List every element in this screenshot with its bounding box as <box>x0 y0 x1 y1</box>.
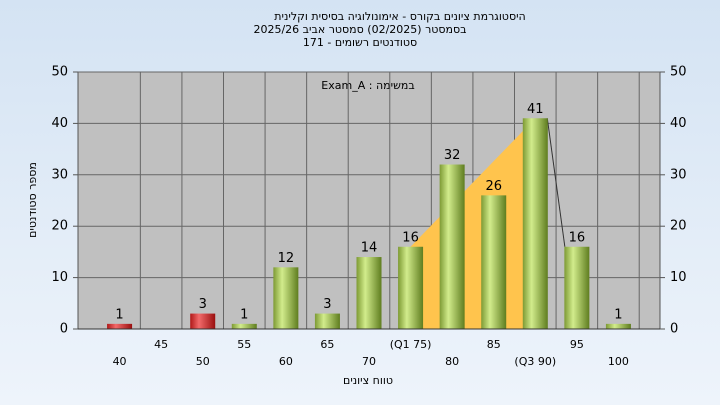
y2-tick-label: 10 <box>670 270 687 285</box>
bar <box>564 246 590 329</box>
x-tick-label: 55 <box>237 338 251 351</box>
bar <box>107 323 133 329</box>
y2-tick-label: 30 <box>670 167 687 182</box>
value-label: 41 <box>527 102 544 117</box>
value-label: 1 <box>240 307 248 322</box>
y-tick-label: 40 <box>51 116 68 131</box>
y-tick-label: 50 <box>51 65 68 80</box>
quartile-line <box>546 118 566 247</box>
x-axis-label: טווח ציונים <box>343 374 393 387</box>
value-label: 14 <box>361 241 378 256</box>
value-label: 3 <box>199 297 207 312</box>
value-label: 12 <box>278 251 295 266</box>
bar <box>314 313 340 329</box>
y2-tick-label: 20 <box>670 219 687 234</box>
value-label: 1 <box>115 307 123 322</box>
x-tick-label: 60 <box>279 355 293 368</box>
bar <box>231 323 257 329</box>
x-tick-label: 45 <box>154 338 168 351</box>
y2-tick-label: 0 <box>670 322 678 337</box>
x-tick-label: 40 <box>113 355 127 368</box>
bar <box>439 164 465 329</box>
x-tick-label: 85 <box>487 338 501 351</box>
bar <box>605 323 631 329</box>
bar <box>481 195 507 329</box>
chart-subtitle: סטודנטים רשומים - 171 <box>303 36 417 49</box>
value-label: 3 <box>323 297 331 312</box>
x-tick-label: 65 <box>320 338 334 351</box>
bar <box>273 267 299 329</box>
bar <box>356 257 382 329</box>
y-axis-label: מספר סטודנטים <box>26 162 39 238</box>
y-tick-label: 20 <box>51 219 68 234</box>
bar <box>398 246 424 329</box>
chart-title: היסטוגרמת ציונים בקורס - אימונולוגיה בסי… <box>274 10 525 23</box>
bar <box>190 313 216 329</box>
chart-subtitle: בסמסטר (02/2025) סמסטר אביב 2025/26 <box>253 23 466 36</box>
x-tick-label: 100 <box>608 355 629 368</box>
value-label: 16 <box>569 230 586 245</box>
value-label: 1 <box>614 307 622 322</box>
x-tick-label: 95 <box>570 338 584 351</box>
y2-tick-label: 40 <box>670 116 687 131</box>
x-tick-label: 80 <box>445 355 459 368</box>
y-tick-label: 10 <box>51 270 68 285</box>
y2-tick-label: 50 <box>670 65 687 80</box>
annotation: במשימה : Exam_A <box>321 79 414 92</box>
x-tick-label: 50 <box>196 355 210 368</box>
value-label: 32 <box>444 148 461 163</box>
y-tick-label: 30 <box>51 167 68 182</box>
bar <box>522 118 548 329</box>
y-tick-label: 0 <box>60 322 68 337</box>
x-tick-label: 70 <box>362 355 376 368</box>
x-tick-label: (Q1 75) <box>390 338 432 351</box>
x-tick-label: (Q3 90) <box>514 355 556 368</box>
value-label: 16 <box>402 230 419 245</box>
value-label: 26 <box>485 179 502 194</box>
